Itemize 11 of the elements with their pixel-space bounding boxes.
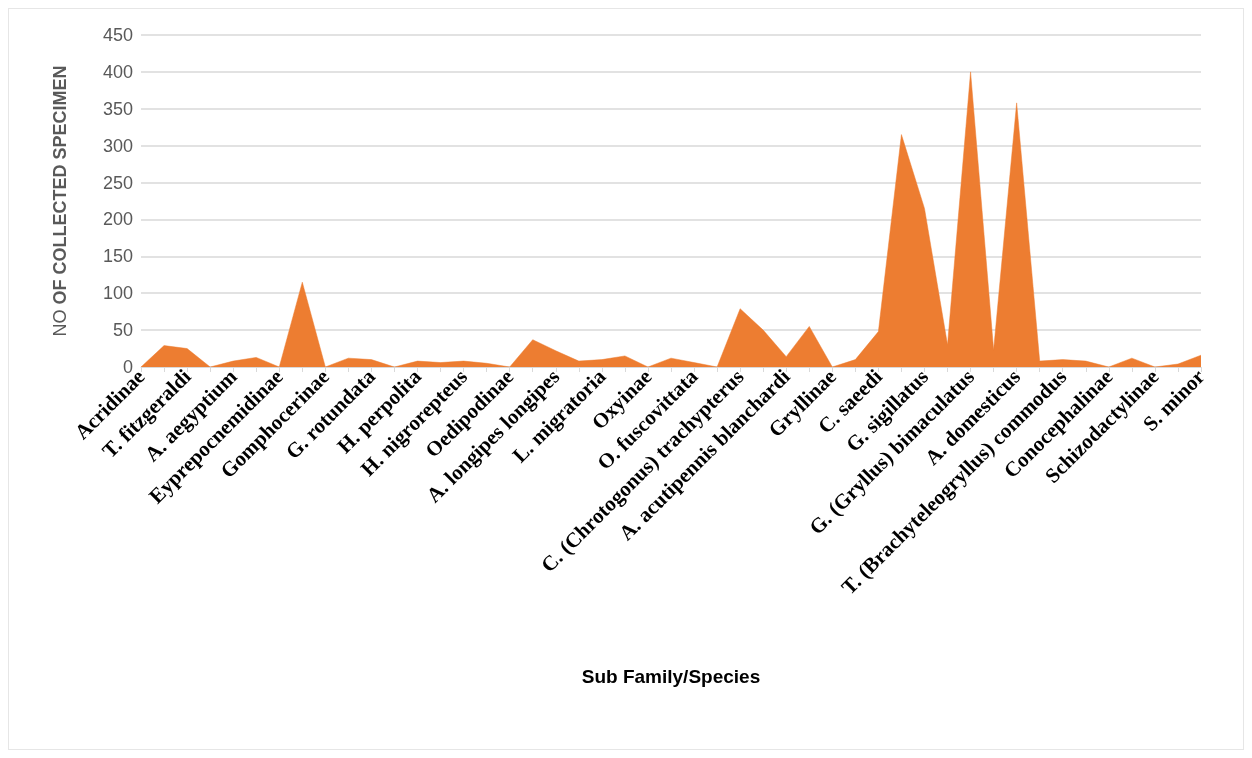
y-tick-label: 250: [102, 172, 133, 193]
y-axis-title: NO OF COLLECTED SPECIMEN: [50, 65, 70, 337]
y-tick-label: 150: [102, 246, 133, 267]
y-tick-label: 50: [112, 320, 133, 341]
y-tick-label: 300: [102, 135, 133, 156]
y-tick-label: 350: [102, 98, 133, 119]
y-tick-label: 200: [102, 209, 133, 230]
y-tick-label: 400: [102, 61, 133, 82]
x-axis-title: Sub Family/Species: [581, 666, 761, 687]
y-tick-label: 450: [102, 25, 133, 45]
y-tick-label: 100: [102, 283, 133, 304]
